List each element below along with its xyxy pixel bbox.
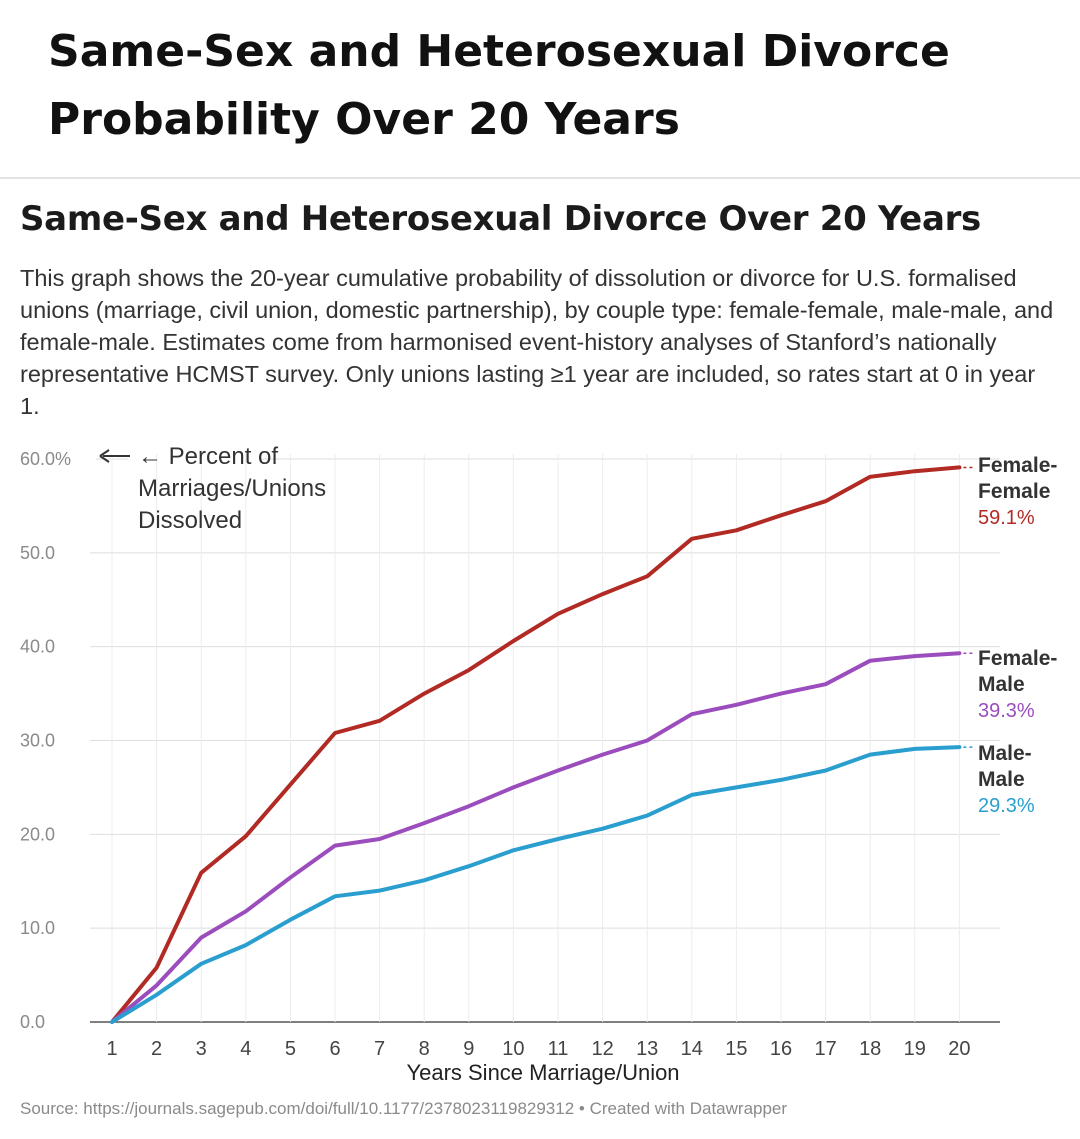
x-tick-label: 13 [636, 1038, 658, 1060]
annotation-arrowhead [99, 449, 110, 463]
x-tick-label: 20 [948, 1038, 970, 1060]
series-name-label: Female- [978, 454, 1057, 477]
series-name-label: Female- [978, 647, 1057, 670]
x-tick-label: 17 [814, 1038, 836, 1060]
x-axis-ticks: 1 2 3 4 5 6 7 8 9 10 11 12 13 14 15 16 17 18 19 20 [106, 1038, 970, 1060]
y-tick-label: 40.0 [20, 637, 55, 657]
y-tick-label: 0.0 [20, 1012, 45, 1032]
x-tick-label: 6 [329, 1038, 340, 1060]
series-line-male-male [110, 745, 962, 1024]
series-end-value: 59.1% [978, 507, 1035, 529]
x-tick-label: 11 [548, 1038, 569, 1060]
series-lines [110, 465, 962, 1024]
x-tick-label: 1 [106, 1038, 117, 1060]
x-tick-label: 15 [725, 1038, 747, 1060]
series-name-label: Female [978, 480, 1050, 503]
series-line-female-female [110, 465, 962, 1024]
x-tick-label: 5 [285, 1038, 296, 1060]
x-tick-label: 8 [419, 1038, 430, 1060]
series-line-female-male [110, 651, 962, 1024]
series-name-label: Male [978, 673, 1025, 696]
series-name-label: Male- [978, 742, 1032, 765]
chart-description: This graph shows the 20-year cumulative … [20, 265, 1054, 419]
y-tick-label: 10.0 [20, 918, 55, 938]
x-axis-label: Years Since Marriage/Union [406, 1060, 679, 1085]
y-annotation-line-3: Dissolved [138, 507, 242, 534]
series-end-value: 29.3% [978, 795, 1035, 817]
page-title: Same-Sex and Heterosexual Divorce Probab… [48, 26, 950, 145]
source-note: Source: https://journals.sagepub.com/doi… [20, 1099, 788, 1118]
x-tick-label: 14 [681, 1038, 703, 1060]
chart-title: Same-Sex and Heterosexual Divorce Over 2… [20, 199, 981, 239]
y-tick-label: 20.0 [20, 824, 55, 844]
series-end-value: 39.3% [978, 700, 1035, 722]
x-tick-label: 9 [463, 1038, 474, 1060]
series-labels: Female- Female 59.1% Female- Male 39.3% Male- M… [963, 454, 1057, 817]
x-tick-label: 2 [151, 1038, 162, 1060]
x-tick-label: 10 [502, 1038, 524, 1060]
y-tick-label: 50.0 [20, 543, 55, 563]
x-tick-label: 16 [770, 1038, 792, 1060]
series-name-label: Male [978, 768, 1025, 791]
y-tick-label: 60.0% [20, 449, 71, 469]
x-tick-label: 18 [859, 1038, 881, 1060]
y-annotation-line-2: Marriages/Unions [138, 475, 326, 502]
x-tick-label: 3 [196, 1038, 207, 1060]
x-tick-label: 4 [240, 1038, 251, 1060]
y-axis-ticks: 0.0 10.0 20.0 30.0 40.0 50.0 60.0% [20, 449, 71, 1032]
header-divider [0, 177, 1080, 179]
x-tick-label: 19 [904, 1038, 926, 1060]
y-tick-label: 30.0 [20, 731, 55, 751]
line-chart: 0.010.020.030.040.050.060.0% 1 2 3 4 5 6 7 8 9 10… [20, 443, 1057, 1085]
x-tick-label: 12 [591, 1038, 613, 1060]
gridlines [90, 449, 1000, 1023]
x-tick-label: 7 [374, 1038, 385, 1060]
y-annotation-line-1: ← Percent of [138, 443, 278, 470]
y-axis-annotation: ← Percent of Marriages/Unions Dissolved [138, 443, 333, 534]
